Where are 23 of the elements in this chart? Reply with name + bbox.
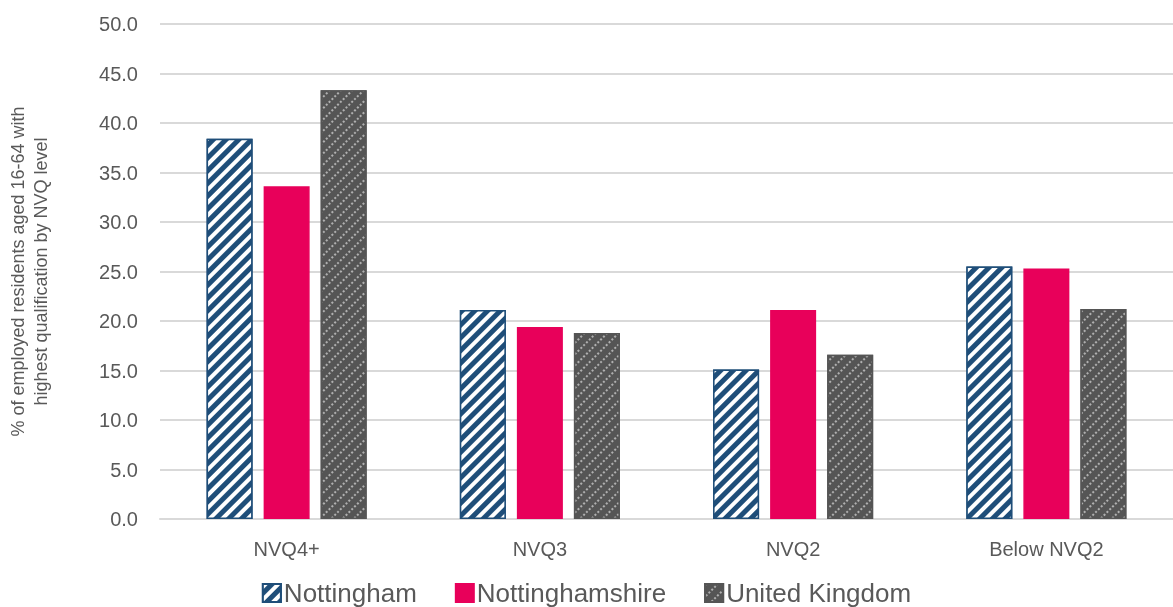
legend-label: Nottinghamshire — [476, 578, 667, 607]
bar — [516, 326, 563, 519]
bar — [770, 310, 817, 519]
y-tick-label: 25.0 — [99, 260, 138, 283]
x-tick-label: NVQ4+ — [253, 538, 320, 560]
legend-label: Nottingham — [283, 578, 417, 607]
y-tick-label: 0.0 — [110, 508, 138, 530]
y-tick-label: 15.0 — [99, 359, 138, 382]
y-tick-label: 45.0 — [99, 62, 138, 85]
bar — [263, 186, 310, 519]
y-tick-label: 10.0 — [99, 409, 138, 431]
y-tick-label: 40.0 — [99, 112, 138, 134]
y-tick-label: 30.0 — [99, 211, 138, 233]
x-tick-label: Below NVQ2 — [989, 538, 1104, 560]
y-tick-label: 20.0 — [99, 310, 138, 332]
y-tick-label: 35.0 — [99, 161, 138, 184]
legend-label: United Kingdom — [726, 578, 912, 607]
bar — [1023, 268, 1070, 519]
x-tick-label: NVQ3 — [512, 538, 568, 560]
y-tick-label: 5.0 — [110, 458, 138, 481]
y-axis-title: % of employed residents aged 16-64 with highest qualification by NVQ level — [7, 106, 51, 437]
y-tick-label: 50.0 — [99, 13, 138, 35]
x-tick-label: NVQ2 — [765, 538, 821, 560]
